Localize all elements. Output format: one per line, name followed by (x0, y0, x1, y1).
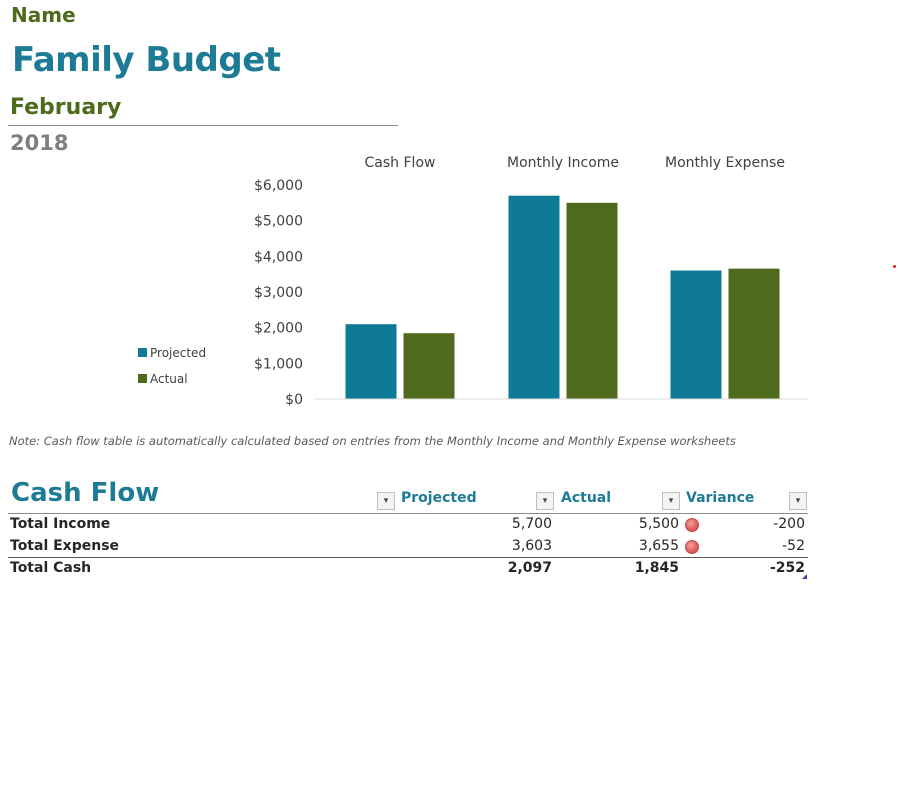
bar-actual-monthly-expense[interactable] (728, 268, 780, 399)
row-label: Total Cash (10, 560, 92, 576)
red-circle-icon (685, 540, 699, 554)
cash-flow-title: Cash Flow (11, 478, 160, 508)
column-header-actual: Actual (561, 490, 612, 506)
variance-value[interactable]: -52 (782, 538, 805, 554)
category-label: Monthly Income (507, 155, 619, 171)
row-label: Total Income (10, 516, 111, 532)
bar-actual-cash-flow[interactable] (403, 333, 455, 399)
column-header-variance: Variance (686, 490, 755, 506)
stray-marker (893, 265, 896, 268)
table-header-divider (8, 513, 808, 514)
projected-value[interactable]: 3,603 (511, 538, 552, 554)
y-tick-label: $2,000 (254, 321, 303, 337)
variance-value[interactable]: -252 (769, 560, 805, 576)
y-tick-label: $5,000 (254, 214, 303, 230)
bar-projected-monthly-expense[interactable] (670, 270, 722, 399)
projected-value[interactable]: 5,700 (511, 516, 552, 532)
filter-dropdown-label-icon[interactable]: ▾ (377, 492, 395, 510)
table-row-total-cash[interactable]: Total Cash 2,097 1,845 -252 (0, 559, 898, 581)
name-label[interactable]: Name (11, 3, 76, 27)
variance-value[interactable]: -200 (773, 516, 805, 532)
column-header-projected: Projected (401, 490, 477, 506)
bar-projected-monthly-income[interactable] (508, 195, 560, 399)
total-divider (8, 557, 808, 558)
legend-swatch-actual (138, 374, 147, 383)
filter-dropdown-projected-icon[interactable]: ▾ (536, 492, 554, 510)
y-tick-label: $3,000 (254, 285, 303, 301)
actual-value[interactable]: 1,845 (634, 560, 679, 576)
y-tick-label: $6,000 (254, 178, 303, 194)
legend-swatch-projected (138, 348, 147, 357)
category-label: Cash Flow (365, 155, 436, 171)
red-circle-icon (685, 518, 699, 532)
note-text: Note: Cash flow table is automatically c… (9, 434, 736, 448)
category-label: Monthly Expense (665, 155, 785, 171)
actual-value[interactable]: 3,655 (638, 538, 679, 554)
y-tick-label: $4,000 (254, 249, 303, 265)
actual-value[interactable]: 5,500 (638, 516, 679, 532)
projected-value[interactable]: 2,097 (507, 560, 552, 576)
page-title: Family Budget (12, 40, 281, 80)
row-label: Total Expense (10, 538, 120, 554)
month-label[interactable]: February (10, 95, 122, 120)
filter-dropdown-actual-icon[interactable]: ▾ (662, 492, 680, 510)
y-tick-label: $1,000 (254, 356, 303, 372)
year-label[interactable]: 2018 (10, 131, 69, 155)
y-tick-label: $0 (285, 392, 303, 408)
bar-actual-monthly-income[interactable] (566, 202, 618, 399)
month-divider (8, 125, 398, 126)
table-resize-handle[interactable] (802, 574, 807, 579)
legend-label-projected: Projected (150, 346, 206, 360)
legend-label-actual: Actual (150, 372, 188, 386)
budget-chart[interactable]: Cash Flow Monthly Income Monthly Expense $… (0, 0, 898, 430)
table-row-total-expense[interactable]: Total Expense 3,603 3,655 -52 (0, 537, 898, 559)
bar-projected-cash-flow[interactable] (345, 324, 397, 399)
filter-dropdown-variance-icon[interactable]: ▾ (789, 492, 807, 510)
chart-legend: Projected Actual (138, 346, 206, 386)
table-row-total-income[interactable]: Total Income 5,700 5,500 -200 (0, 515, 898, 537)
